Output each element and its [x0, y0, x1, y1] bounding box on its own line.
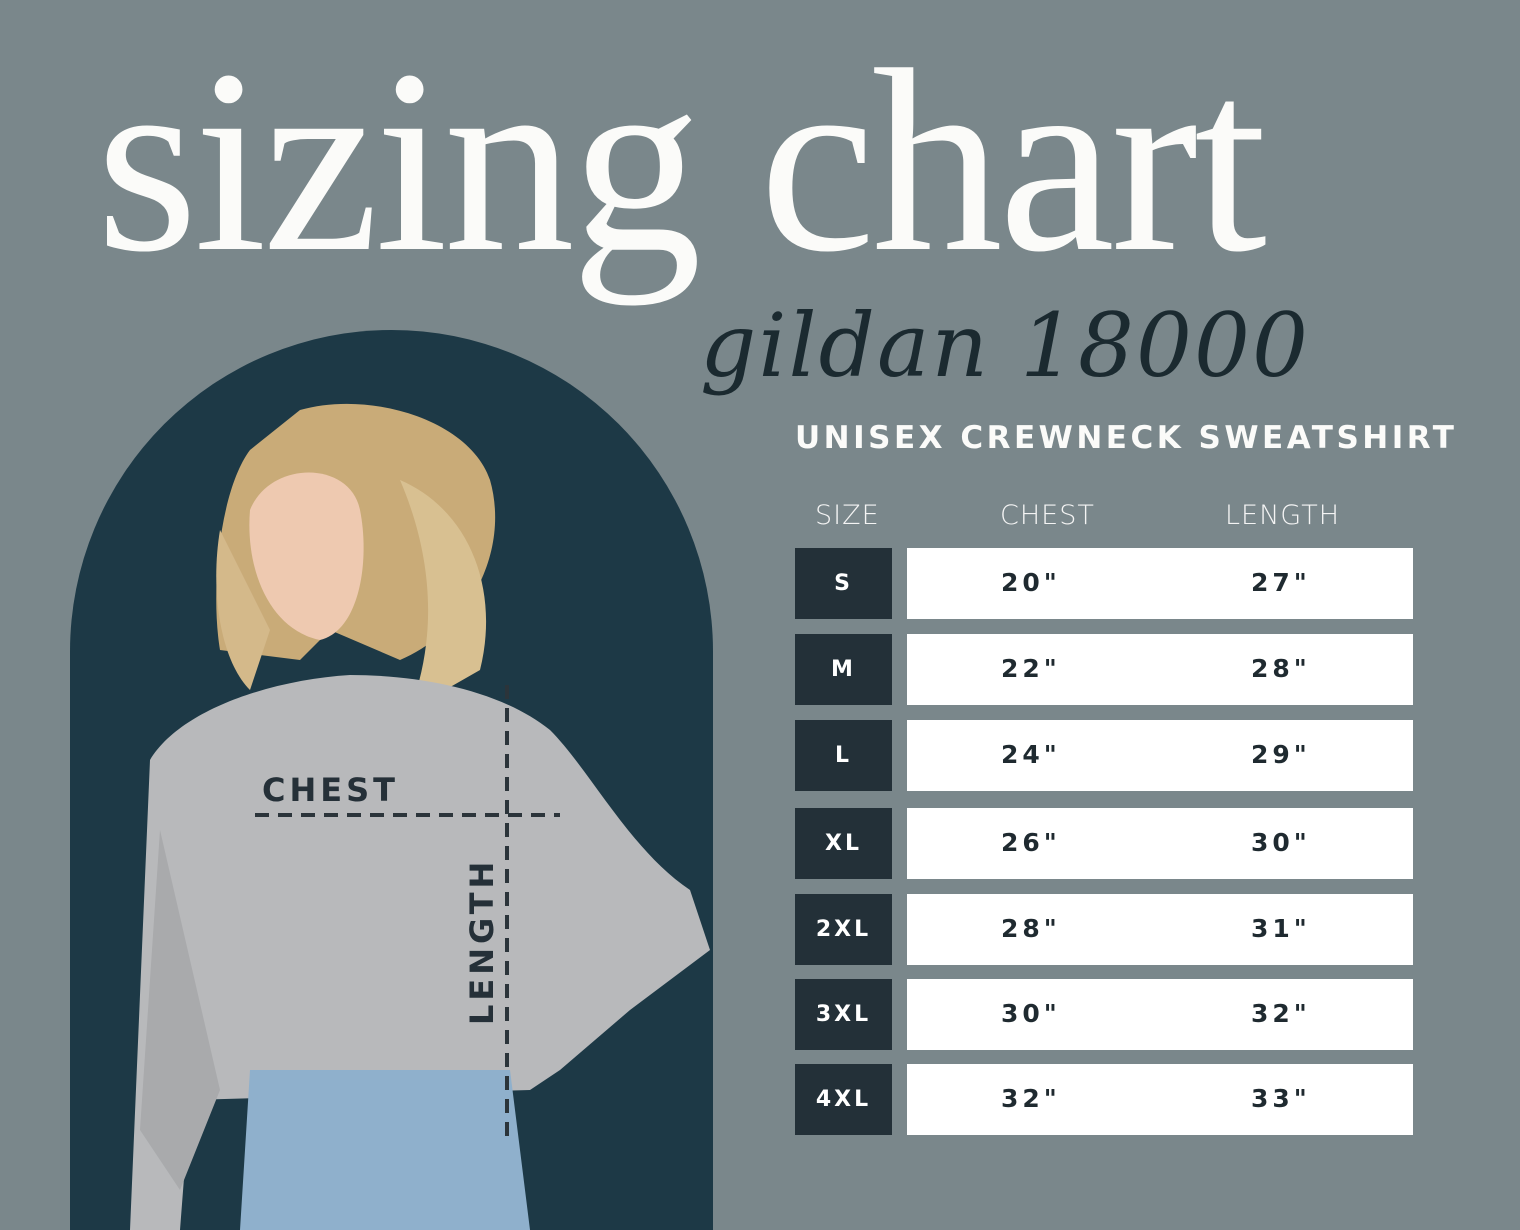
measurement-cells: 20" 27" — [907, 548, 1413, 619]
table-row: 3XL 30" 32" — [795, 979, 1413, 1050]
size-cell: 2XL — [795, 894, 892, 965]
chest-value: 20" — [1001, 568, 1061, 597]
measurement-cells: 24" 29" — [907, 720, 1413, 791]
column-header-size: SIZE — [815, 500, 880, 531]
table-row: S 20" 27" — [795, 548, 1413, 619]
length-label: LENGTH — [463, 857, 501, 1025]
chest-value: 24" — [1001, 740, 1061, 769]
product-title: UNISEX CREWNECK SWEATSHIRT — [795, 420, 1458, 456]
table-row: 4XL 32" 33" — [795, 1064, 1413, 1135]
table-row: 2XL 28" 31" — [795, 894, 1413, 965]
chest-value: 30" — [1001, 999, 1061, 1028]
measurement-cells: 32" 33" — [907, 1064, 1413, 1135]
length-value: 27" — [1251, 568, 1311, 597]
chest-value: 22" — [1001, 654, 1061, 683]
length-value: 30" — [1251, 828, 1311, 857]
chest-value: 32" — [1001, 1084, 1061, 1113]
measurement-cells: 28" 31" — [907, 894, 1413, 965]
table-row: M 22" 28" — [795, 634, 1413, 705]
chest-label: CHEST — [262, 771, 399, 809]
size-cell: 4XL — [795, 1064, 892, 1135]
length-value: 29" — [1251, 740, 1311, 769]
chest-value: 28" — [1001, 914, 1061, 943]
model-photo: CHEST LENGTH — [70, 330, 713, 1230]
size-cell: S — [795, 548, 892, 619]
length-value: 32" — [1251, 999, 1311, 1028]
measurement-cells: 30" 32" — [907, 979, 1413, 1050]
length-value: 31" — [1251, 914, 1311, 943]
table-row: L 24" 29" — [795, 720, 1413, 791]
chest-value: 26" — [1001, 828, 1061, 857]
size-cell: 3XL — [795, 979, 892, 1050]
length-value: 28" — [1251, 654, 1311, 683]
page-title: sizing chart — [96, 16, 1267, 306]
model-illustration — [130, 403, 710, 1230]
measurement-cells: 22" 28" — [907, 634, 1413, 705]
column-header-chest: CHEST — [1000, 500, 1095, 531]
size-cell: M — [795, 634, 892, 705]
measurement-cells: 26" 30" — [907, 808, 1413, 879]
length-value: 33" — [1251, 1084, 1311, 1113]
column-header-length: LENGTH — [1225, 500, 1341, 531]
size-cell: XL — [795, 808, 892, 879]
model-subtitle: gildan 18000 — [700, 294, 1311, 397]
size-cell: L — [795, 720, 892, 791]
table-row: XL 26" 30" — [795, 808, 1413, 879]
